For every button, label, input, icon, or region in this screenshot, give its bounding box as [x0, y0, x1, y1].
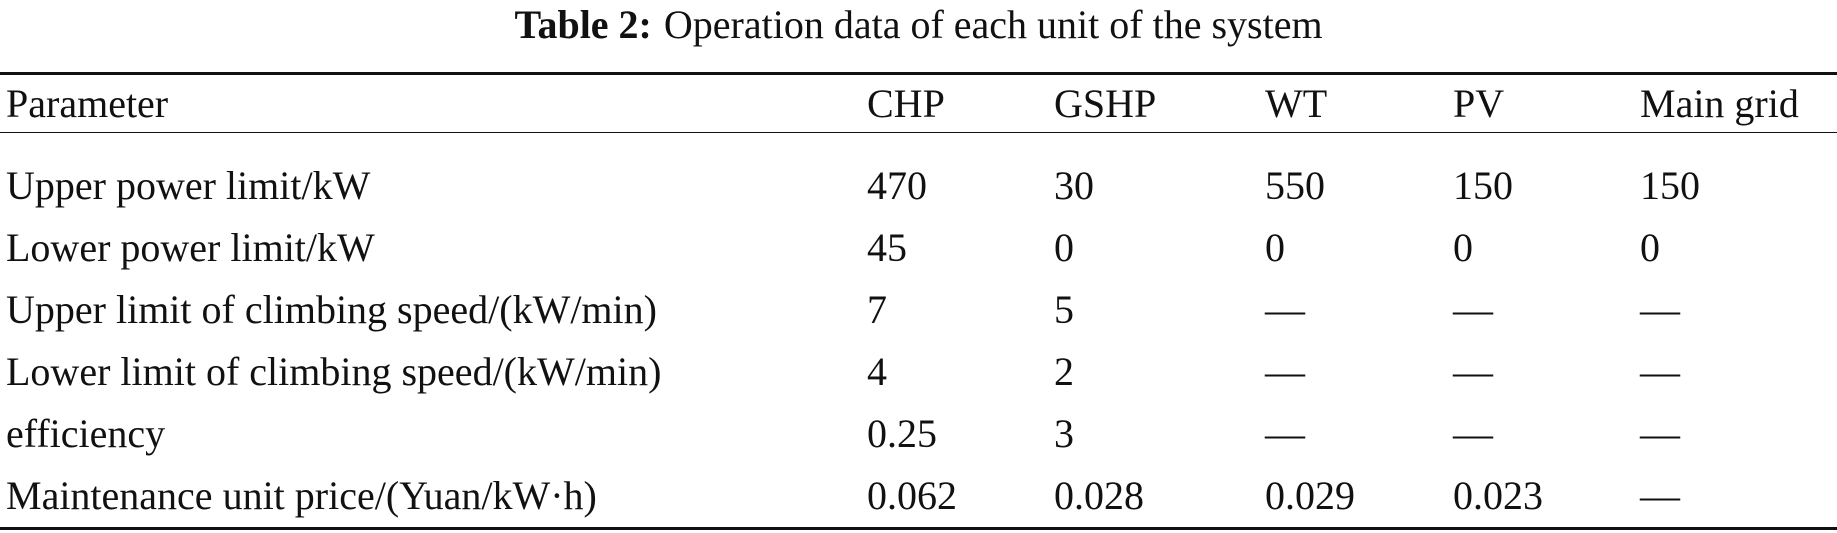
row-label: Upper power limit/kW	[6, 163, 371, 208]
table-cell: —	[1453, 349, 1493, 394]
row-label: Lower limit of climbing speed/(kW/min)	[6, 349, 662, 394]
table-cell: 2	[1054, 349, 1074, 394]
table-cell: 0.062	[867, 473, 957, 518]
caption-label: Table 2:	[514, 2, 652, 47]
table-caption: Table 2: Operation data of each unit of t…	[0, 2, 1837, 48]
table-cell: 150	[1640, 163, 1700, 208]
table-body: Upper power limit/kW 470 30 550 150 150 Lower …	[0, 133, 1837, 529]
table-cell: 5	[1054, 287, 1074, 332]
table-cell: —	[1640, 473, 1680, 518]
column-header: PV	[1453, 81, 1505, 126]
table-cell: 7	[867, 287, 887, 332]
table-cell: 0	[1640, 225, 1660, 270]
column-header: Parameter	[6, 81, 169, 126]
row-label: Maintenance unit price/(Yuan/kW·h)	[6, 473, 597, 518]
column-header: WT	[1265, 81, 1328, 126]
table-cell: 470	[867, 163, 927, 208]
table-row: Lower limit of climbing speed/(kW/min) 4 2…	[0, 341, 1837, 403]
column-header: CHP	[867, 81, 945, 126]
table-cell: —	[1265, 411, 1305, 456]
table-row: Maintenance unit price/(Yuan/kW·h) 0.062 0…	[0, 465, 1837, 529]
table-cell: 0.023	[1453, 473, 1543, 518]
table-cell: 3	[1054, 411, 1074, 456]
table-cell: —	[1453, 287, 1493, 332]
row-label: Lower power limit/kW	[6, 225, 375, 270]
table-cell: —	[1640, 349, 1680, 394]
table-cell: 0.028	[1054, 473, 1144, 518]
table-cell: 150	[1453, 163, 1513, 208]
caption-text: Operation data of each unit of the syste…	[663, 2, 1323, 47]
header-row: Parameter CHP GSHP WT PV Main grid	[0, 73, 1837, 133]
table-cell: 0	[1054, 225, 1074, 270]
table-cell: 0.029	[1265, 473, 1355, 518]
table-row: Lower power limit/kW 45 0 0 0 0	[0, 217, 1837, 279]
column-header: Main grid	[1640, 81, 1799, 126]
table-cell: 45	[867, 225, 907, 270]
table-cell: 0	[1265, 225, 1285, 270]
table-cell: —	[1265, 287, 1305, 332]
data-table: Parameter CHP GSHP WT PV Main grid Upper powe…	[0, 72, 1837, 530]
table-row: Upper limit of climbing speed/(kW/min) 7 5…	[0, 279, 1837, 341]
table-cell: —	[1265, 349, 1305, 394]
column-header: GSHP	[1054, 81, 1157, 126]
table-cell: —	[1453, 411, 1493, 456]
table-cell: 550	[1265, 163, 1325, 208]
table-row: efficiency 0.25 3 — — —	[0, 403, 1837, 465]
table-cell: —	[1640, 411, 1680, 456]
row-label: efficiency	[6, 411, 166, 456]
table-cell: 0	[1453, 225, 1473, 270]
table-cell: —	[1640, 287, 1680, 332]
table-cell: 0.25	[867, 411, 937, 456]
table-cell: 4	[867, 349, 887, 394]
row-label: Upper limit of climbing speed/(kW/min)	[6, 287, 657, 332]
table-cell: 30	[1054, 163, 1094, 208]
table-row: Upper power limit/kW 470 30 550 150 150	[0, 133, 1837, 218]
